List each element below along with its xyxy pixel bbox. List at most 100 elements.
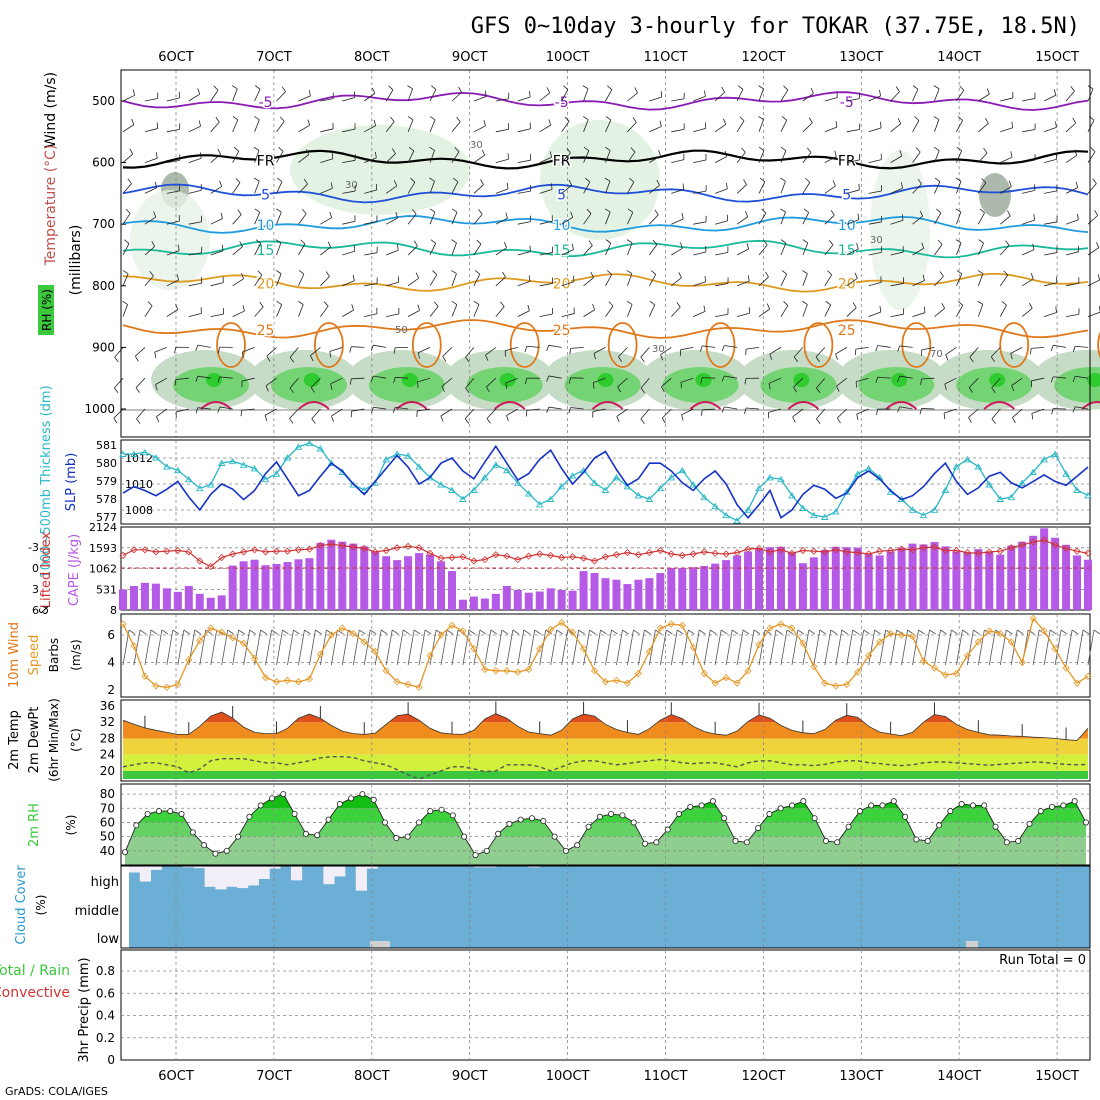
wind-barb-flag xyxy=(578,629,585,635)
wind-barb xyxy=(473,125,486,133)
isotherm-label: 5 xyxy=(557,187,566,203)
wind-barb-flag xyxy=(446,629,454,635)
rh-marker xyxy=(709,798,716,805)
wind-barb-flag xyxy=(349,378,352,385)
wind-barb xyxy=(197,344,211,348)
wind-barb xyxy=(846,189,860,194)
wind-barb-flag xyxy=(325,271,330,277)
lifted-index-marker xyxy=(821,548,829,556)
wind-barb-flag xyxy=(758,146,765,151)
wind-barb-flag xyxy=(282,629,289,635)
wind-barb xyxy=(407,245,418,256)
cape-bar xyxy=(1018,541,1027,610)
thickness-marker xyxy=(152,454,160,461)
rh-marker xyxy=(721,815,728,822)
pressure-tick: 600 xyxy=(92,156,115,170)
wind-barb-flag xyxy=(305,149,310,155)
wind-barb-flag xyxy=(781,270,787,275)
wind-barb xyxy=(999,245,1010,256)
isotherm-25-loop xyxy=(901,322,932,368)
cape-bar xyxy=(502,585,511,610)
wind-barb xyxy=(1087,629,1095,666)
cape-bar xyxy=(974,549,983,610)
wind-barb xyxy=(649,214,659,225)
cape-bar xyxy=(1029,535,1038,610)
cape-bar xyxy=(601,578,610,610)
rh-marker xyxy=(902,813,909,820)
wind-barb xyxy=(144,98,158,102)
panel-frame xyxy=(120,69,1091,438)
rh-marker xyxy=(743,839,750,846)
rh-marker xyxy=(336,801,343,808)
wind-barb xyxy=(232,310,245,317)
wind-barb-flag xyxy=(920,378,922,386)
wind-barb-flag xyxy=(452,177,459,183)
thickness-marker xyxy=(404,452,412,459)
rh-marker xyxy=(257,802,264,809)
wind-barb-flag xyxy=(810,87,814,94)
thickness-marker xyxy=(590,479,599,486)
wind-barb-flag xyxy=(232,116,239,121)
wind-barb xyxy=(465,377,475,389)
wind-barb xyxy=(1087,183,1097,194)
wind-barb-flag xyxy=(836,417,841,424)
rh-marker xyxy=(789,802,796,809)
wind-barb-flag xyxy=(136,418,141,424)
wind-barb-flag xyxy=(973,629,980,635)
wind-barb-flag xyxy=(1051,408,1054,415)
wind-barb xyxy=(594,629,601,666)
wind-barb-flag xyxy=(900,182,903,189)
wind-barb-flag xyxy=(1075,181,1079,188)
wind-barb xyxy=(890,629,898,666)
wind-barb xyxy=(879,629,887,666)
wind-barb xyxy=(276,629,283,666)
wind-barb xyxy=(890,283,904,287)
wind-barb xyxy=(1000,156,1013,163)
cloud-level-label: low xyxy=(97,932,120,947)
rh-marker xyxy=(811,815,818,822)
wind-barb-flag xyxy=(681,213,684,220)
wind-barb-flag xyxy=(659,120,662,127)
temp-band xyxy=(123,770,1088,779)
rh-marker xyxy=(325,816,332,823)
wind-barb xyxy=(298,95,311,102)
wind-barb-flag xyxy=(680,242,683,249)
wind-barb xyxy=(495,247,507,256)
wind-speed-marker xyxy=(1051,645,1059,653)
wind-barb xyxy=(188,221,202,225)
wind-barb xyxy=(311,408,321,419)
wind-speed-marker xyxy=(700,669,708,678)
wind-barb xyxy=(693,281,706,287)
wind-speed-marker xyxy=(766,624,774,632)
thickness-marker xyxy=(908,506,917,513)
wind-barb xyxy=(899,345,913,348)
wind-barb xyxy=(135,347,146,357)
wind-barb xyxy=(473,629,481,666)
wind-barb xyxy=(868,251,882,256)
cape-bar xyxy=(349,543,358,610)
cloud-high-gap xyxy=(474,866,486,868)
rh-marker xyxy=(1049,803,1056,810)
wind-barb xyxy=(451,273,457,286)
wind-barb xyxy=(846,98,860,102)
lifted-index-marker xyxy=(470,557,478,565)
wind-barb-flag xyxy=(264,415,268,422)
thickness-marker xyxy=(185,475,193,483)
wind-barb-flag xyxy=(618,356,623,362)
lifted-index-marker xyxy=(294,546,303,554)
wind-speed-marker xyxy=(799,639,807,647)
temp-tick: 36 xyxy=(100,699,115,713)
cape-bar xyxy=(908,543,917,610)
wind-speed-marker xyxy=(865,652,873,660)
isotherm-30-arc xyxy=(689,401,722,410)
isotherm-label: 20 xyxy=(553,277,571,293)
wind-barb xyxy=(868,221,882,225)
panel-frame xyxy=(120,783,1091,866)
wind-barb xyxy=(451,304,458,317)
wind-barb-flag xyxy=(227,629,234,635)
wind-barb-flag xyxy=(1092,178,1097,184)
cape-bar xyxy=(897,547,906,610)
wind-barb-flag xyxy=(125,208,131,214)
chart-title: GFS 0~10day 3-hourly for TOKAR (37.75E, … xyxy=(471,14,1080,39)
